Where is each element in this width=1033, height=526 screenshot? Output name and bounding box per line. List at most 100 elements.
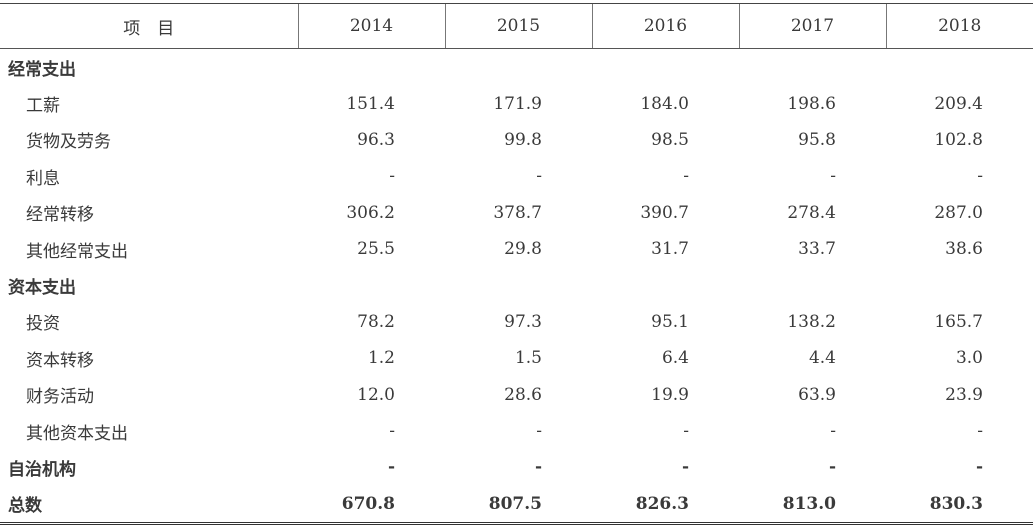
empty-cell [592, 49, 739, 86]
value-cell: 198.6 [787, 93, 836, 114]
value-cell: 38.6 [945, 239, 983, 260]
table-row: 经常转移 306.2 378.7 390.7 278.4 287.0 [0, 195, 1033, 231]
value-cell: 3.0 [955, 348, 983, 369]
value-cell: 98.5 [651, 129, 689, 150]
value-cell: 12.0 [357, 384, 395, 405]
value-cell: - [536, 421, 542, 442]
value-cell: 209.4 [934, 93, 983, 114]
empty-cell [886, 49, 1033, 86]
table-row: 其他经常支出 25.5 29.8 31.7 33.7 38.6 [0, 231, 1033, 267]
value-cell: - [387, 457, 395, 478]
header-cell: 项 目 [0, 3, 298, 49]
header-cell: 2017 [738, 3, 886, 49]
empty-cell [739, 267, 886, 303]
table-row: 总数 670.8 807.5 826.3 813.0 830.3 [0, 485, 1033, 526]
section-row: 资本支出 [0, 267, 1033, 303]
header-cell: 2018 [885, 3, 1033, 49]
empty-cell [445, 49, 592, 86]
value-cell: - [977, 421, 983, 442]
empty-cell [739, 49, 886, 86]
value-cell: 165.7 [934, 311, 983, 332]
value-cell: 95.8 [798, 129, 836, 150]
row-label: 资本转移 [26, 350, 94, 371]
value-cell: 19.9 [651, 384, 689, 405]
empty-cell [886, 267, 1033, 303]
value-cell: - [389, 166, 395, 187]
value-cell: 378.7 [493, 202, 542, 223]
section-row: 经常支出 [0, 49, 1033, 86]
table-row: 资本转移 1.2 1.5 6.4 4.4 3.0 [0, 340, 1033, 376]
value-cell: 807.5 [445, 485, 592, 526]
value-cell: 25.5 [357, 239, 395, 260]
value-cell: - [536, 166, 542, 187]
value-cell: - [683, 421, 689, 442]
value-cell: 95.1 [651, 311, 689, 332]
row-label: 其他资本支出 [26, 423, 128, 444]
value-cell: 287.0 [934, 202, 983, 223]
value-cell: 63.9 [798, 384, 836, 405]
value-cell: - [830, 421, 836, 442]
value-cell: 6.4 [661, 348, 689, 369]
value-cell: 23.9 [945, 384, 983, 405]
row-label: 工薪 [26, 96, 60, 117]
table-row: 利息 - - - - - [0, 158, 1033, 194]
value-cell: 184.0 [640, 93, 689, 114]
value-cell: 138.2 [787, 311, 836, 332]
value-cell: 78.2 [357, 311, 395, 332]
value-cell: 171.9 [493, 93, 542, 114]
value-cell: 670.8 [298, 485, 445, 526]
value-cell: 96.3 [357, 129, 395, 150]
value-cell: - [977, 166, 983, 187]
value-cell: 97.3 [504, 311, 542, 332]
value-cell: 28.6 [504, 384, 542, 405]
empty-cell [298, 267, 445, 303]
row-label: 经常转移 [26, 205, 94, 226]
row-label: 利息 [26, 168, 60, 189]
value-cell: - [683, 166, 689, 187]
value-cell: - [830, 166, 836, 187]
section-title: 资本支出 [8, 278, 76, 299]
table-row: 自治机构 - - - - - [0, 449, 1033, 485]
row-label: 总数 [0, 485, 298, 526]
table-row: 货物及劳务 96.3 99.8 98.5 95.8 102.8 [0, 122, 1033, 158]
row-label: 其他经常支出 [26, 241, 128, 262]
value-cell: 390.7 [640, 202, 689, 223]
value-cell: 151.4 [346, 93, 395, 114]
row-label: 货物及劳务 [26, 132, 111, 153]
value-cell: 29.8 [504, 239, 542, 260]
value-cell: 306.2 [346, 202, 395, 223]
value-cell: 830.3 [886, 485, 1033, 526]
value-cell: 31.7 [651, 239, 689, 260]
header-cell: 2015 [444, 3, 592, 49]
row-label: 投资 [26, 314, 60, 335]
row-label: 财务活动 [26, 387, 94, 408]
section-title: 经常支出 [8, 59, 76, 80]
empty-cell [592, 267, 739, 303]
value-cell: 1.5 [514, 348, 542, 369]
table-row: 工薪 151.4 171.9 184.0 198.6 209.4 [0, 85, 1033, 121]
value-cell: - [389, 421, 395, 442]
value-cell: 102.8 [934, 129, 983, 150]
table-row: 其他资本支出 - - - - - [0, 413, 1033, 449]
header-row: 项 目 2014 2015 2016 2017 2018 [0, 3, 1033, 49]
header-cell: 2016 [591, 3, 739, 49]
data-table: 项 目 2014 2015 2016 2017 2018 经常支出工薪 151.4 171.9… [0, 3, 1033, 526]
row-label: 自治机构 [8, 459, 76, 480]
value-cell: 826.3 [592, 485, 739, 526]
value-cell: 99.8 [504, 129, 542, 150]
table-row: 财务活动 12.0 28.6 19.9 63.9 23.9 [0, 377, 1033, 413]
table-header: 项 目 2014 2015 2016 2017 2018 [0, 3, 1033, 49]
value-cell: - [828, 457, 836, 478]
header-cell: 2014 [297, 3, 445, 49]
value-cell: 813.0 [739, 485, 886, 526]
value-cell: - [975, 457, 983, 478]
value-cell: 278.4 [787, 202, 836, 223]
value-cell: 4.4 [808, 348, 836, 369]
value-cell: 1.2 [367, 348, 395, 369]
table-row: 投资 78.2 97.3 95.1 138.2 165.7 [0, 304, 1033, 340]
value-cell: - [534, 457, 542, 478]
value-cell: - [681, 457, 689, 478]
value-cell: 33.7 [798, 239, 836, 260]
table-body: 经常支出工薪 151.4 171.9 184.0 198.6 209.4 货物及劳务 96.3… [0, 49, 1033, 526]
